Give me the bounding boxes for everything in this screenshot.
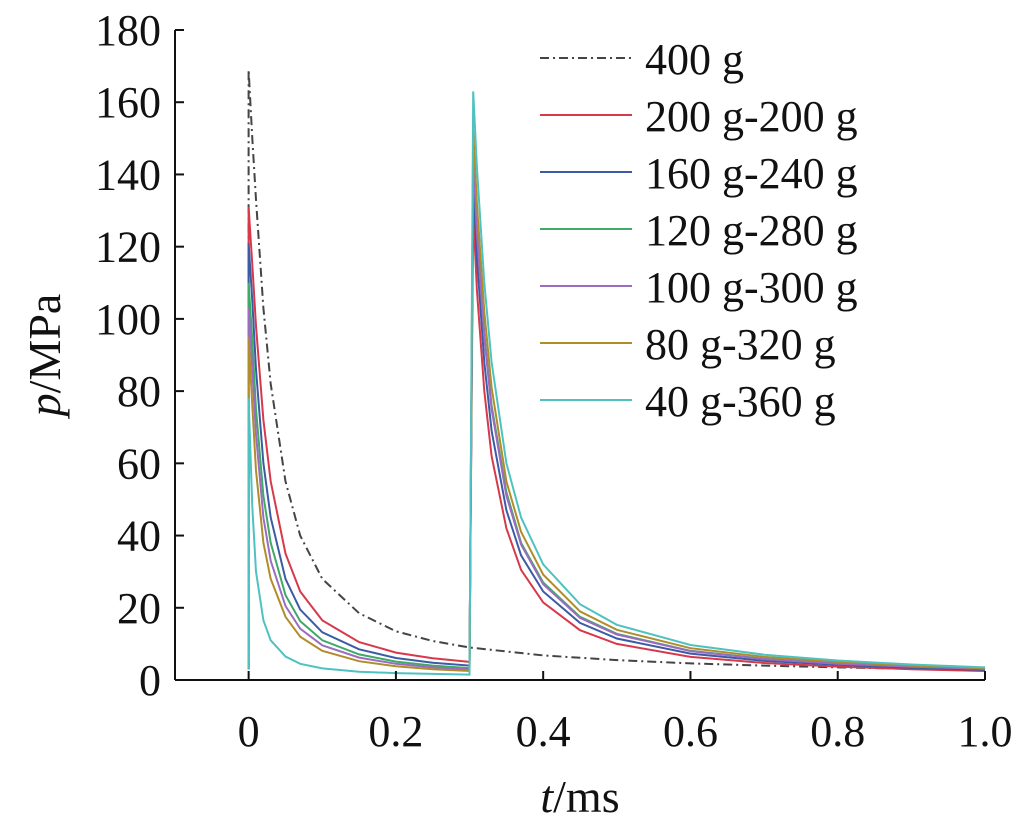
series-line <box>247 156 986 671</box>
plot-lines <box>247 69 986 676</box>
legend: 400 g 200 g-200 g 160 g-240 g 120 g-280 g 10… <box>540 35 858 426</box>
axes <box>174 30 985 681</box>
series-line <box>247 131 986 673</box>
x-axis-unit: /ms <box>553 771 619 822</box>
y-tick-label: 140 <box>95 150 161 199</box>
y-axis-unit: /MPa <box>19 294 70 394</box>
y-tick-label: 120 <box>95 223 161 272</box>
y-tick-label: 60 <box>117 439 161 488</box>
x-tick-label: 0.2 <box>368 707 423 756</box>
y-tick-label: 160 <box>95 78 161 127</box>
legend-label: 100 g-300 g <box>645 263 858 312</box>
x-axis-title: t/ms <box>540 771 619 822</box>
series-line <box>247 69 986 671</box>
x-tick-label: 0.6 <box>663 707 718 756</box>
series-line <box>247 206 986 672</box>
series-line <box>247 181 986 671</box>
y-axis-title: p/MPa <box>19 294 70 420</box>
x-tick-label: 0.8 <box>810 707 865 756</box>
x-tick-label: 0 <box>238 707 260 756</box>
y-tick-label: 0 <box>139 656 161 705</box>
y-tick-label: 20 <box>117 584 161 633</box>
legend-label: 400 g <box>645 35 744 84</box>
x-axis-variable: t <box>540 771 554 822</box>
legend-label: 160 g-240 g <box>645 149 858 198</box>
legend-label: 120 g-280 g <box>645 206 858 255</box>
y-tick-label: 100 <box>95 295 161 344</box>
legend-label: 40 g-360 g <box>645 377 836 426</box>
series-line <box>247 149 986 670</box>
legend-label: 200 g-200 g <box>645 92 858 141</box>
ticks: 0 20 40 60 80 100 120 140 160 180 0 0.2 0.4 0.6 0.8 1.0 <box>95 6 1013 756</box>
y-axis-variable: p <box>19 393 70 419</box>
x-tick-label: 0.4 <box>516 707 571 756</box>
y-tick-label: 40 <box>117 512 161 561</box>
y-tick-label: 180 <box>95 6 161 55</box>
series-line <box>247 91 986 676</box>
x-tick-label: 1.0 <box>958 707 1013 756</box>
y-tick-label: 80 <box>117 367 161 416</box>
legend-label: 80 g-320 g <box>645 320 836 369</box>
